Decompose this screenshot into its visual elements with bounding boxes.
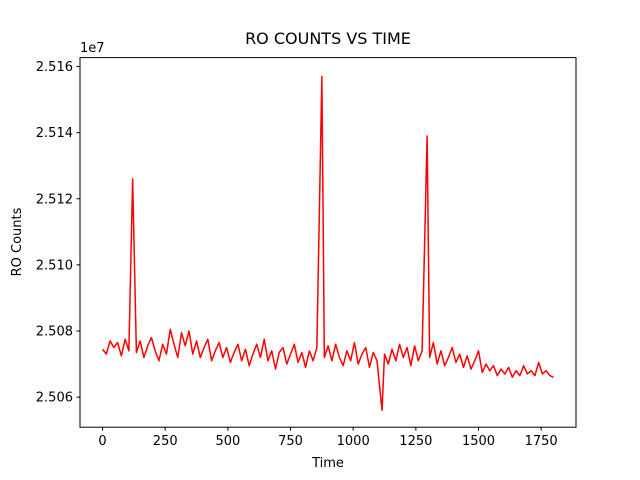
y-tick-label: 2.506 (36, 391, 73, 406)
x-tick-label: 1250 (399, 434, 432, 449)
y-tick-label: 2.508 (36, 324, 73, 339)
x-tick-label: 0 (98, 434, 106, 449)
plot-frame (79, 57, 577, 428)
x-tick-label: 500 (215, 434, 240, 449)
x-axis-label: Time (311, 456, 344, 471)
x-tick-label: 250 (153, 434, 178, 449)
y-axis-label: RO Counts (10, 207, 25, 276)
x-tick-label: 750 (278, 434, 303, 449)
y-tick-label: 2.510 (36, 258, 73, 273)
y-tick-label: 2.516 (36, 60, 73, 75)
x-tick-label: 1750 (525, 434, 558, 449)
y-tick-label: 2.514 (36, 126, 73, 141)
y-tick-label: 2.512 (36, 192, 73, 207)
y-offset-label: 1e7 (80, 41, 105, 56)
data-line (101, 75, 554, 412)
chart-title: RO COUNTS VS TIME (245, 29, 411, 48)
x-tick-label: 1500 (462, 434, 495, 449)
x-tick-label: 1000 (337, 434, 370, 449)
